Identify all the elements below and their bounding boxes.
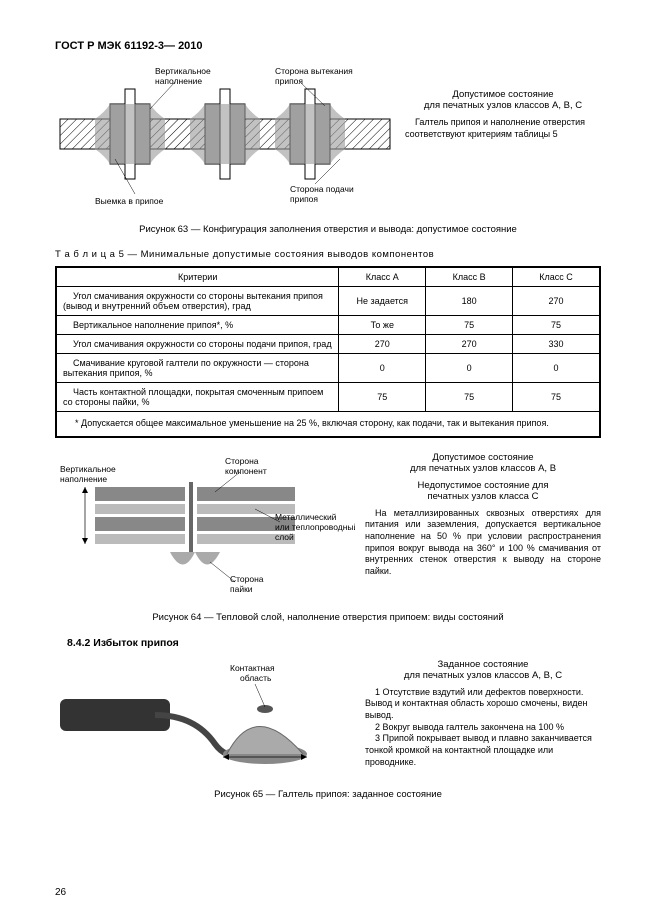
figure-64-text: Допустимое состояние для печатных узлов … — [365, 452, 601, 602]
cell-crit: Смачивание круговой галтели по окружност… — [57, 354, 339, 383]
svg-text:наполнение: наполнение — [60, 474, 107, 484]
cell-b: 75 — [426, 316, 513, 335]
th-class-a: Класс А — [339, 268, 426, 287]
fig64-state-title2: Недопустимое состояние для печатных узло… — [365, 480, 601, 502]
table-footnote: * Допускается общее максимальное уменьше… — [57, 412, 600, 437]
cell-c: 75 — [513, 383, 600, 412]
page: ГОСТ Р МЭК 61192-3— 2010 — [0, 0, 646, 913]
cell-a: Не задается — [339, 287, 426, 316]
svg-text:или теплопроводный: или теплопроводный — [275, 522, 355, 532]
fig65-note3: 3 Припой покрывает вывод и плавно заканч… — [365, 733, 601, 768]
fig65-note1: 1 Отсутствие вздутий или дефектов поверх… — [365, 687, 601, 722]
cell-a: 75 — [339, 383, 426, 412]
fig65-state-title-text: Заданное состояние для печатных узлов кл… — [404, 659, 562, 681]
svg-text:компонент: компонент — [225, 466, 267, 476]
cell-c: 75 — [513, 316, 600, 335]
table5-caption: Т а б л и ц а 5 — Минимальные допустимые… — [55, 249, 601, 260]
table5: Критерии Класс А Класс В Класс С Угол см… — [55, 266, 601, 438]
svg-text:Сторона вытекания: Сторона вытекания — [275, 66, 353, 76]
svg-text:Сторона: Сторона — [230, 574, 264, 584]
table-row: Смачивание круговой галтели по окружност… — [57, 354, 600, 383]
cell-crit: Часть контактной площадки, покрытая смоч… — [57, 383, 339, 412]
svg-text:область: область — [240, 673, 272, 683]
th-class-c: Класс С — [513, 268, 600, 287]
table-header-row: Критерии Класс А Класс В Класс С — [57, 268, 600, 287]
svg-text:Вертикальное: Вертикальное — [155, 66, 211, 76]
cell-c: 0 — [513, 354, 600, 383]
svg-text:Вертикальное: Вертикальное — [60, 464, 116, 474]
svg-text:Сторона подачи: Сторона подачи — [290, 184, 354, 194]
fig64-state-title1-text: Допустимое состояние для печатных узлов … — [410, 452, 556, 474]
fig65-note2: 2 Вокруг вывода галтель закончена на 100… — [365, 722, 601, 734]
fig64-state-title1: Допустимое состояние для печатных узлов … — [365, 452, 601, 474]
svg-text:Выемка в припое: Выемка в припое — [95, 196, 164, 206]
svg-text:слой: слой — [275, 532, 294, 542]
cell-b: 270 — [426, 335, 513, 354]
svg-text:припоя: припоя — [290, 194, 318, 204]
cell-a: 270 — [339, 335, 426, 354]
table-row: Часть контактной площадки, покрытая смоч… — [57, 383, 600, 412]
fig64-note: На металлизированных сквозных отверстиях… — [365, 508, 601, 578]
th-class-b: Класс В — [426, 268, 513, 287]
cell-b: 180 — [426, 287, 513, 316]
cell-crit: Вертикальное наполнение припоя*, % — [57, 316, 339, 335]
cell-c: 270 — [513, 287, 600, 316]
svg-text:припоя: припоя — [275, 76, 303, 86]
figure-65-caption: Рисунок 65 — Галтель припоя: заданное со… — [55, 789, 601, 800]
figure-64-block: Вертикальное наполнение Сторона компонен… — [55, 452, 601, 602]
table-row: Вертикальное наполнение припоя*, % То же… — [57, 316, 600, 335]
figure-65-text: Заданное состояние для печатных узлов кл… — [365, 659, 601, 779]
fig64-state-title2-text: Недопустимое состояние для печатных узло… — [418, 480, 549, 502]
cell-a: То же — [339, 316, 426, 335]
svg-text:Сторона: Сторона — [225, 456, 259, 466]
cell-crit: Угол смачивания окружности со стороны вы… — [57, 287, 339, 316]
svg-text:пайки: пайки — [230, 584, 253, 594]
cell-a: 0 — [339, 354, 426, 383]
section-8-4-2: 8.4.2 Избыток припоя — [67, 637, 601, 649]
fig63-state-title-text: Допустимое состояние для печатных узлов … — [424, 89, 582, 111]
figure-63-block: Вертикальное наполнение Сторона вытекани… — [55, 64, 601, 214]
fig63-note: Галтель припоя и наполнение отверстия со… — [405, 117, 601, 140]
table-row: Угол смачивания окружности со стороны вы… — [57, 287, 600, 316]
table-footnote-row: * Допускается общее максимальное уменьше… — [57, 412, 600, 437]
svg-text:Металлический: Металлический — [275, 512, 337, 522]
svg-text:Контактная: Контактная — [230, 663, 275, 673]
fig65-state-title: Заданное состояние для печатных узлов кл… — [365, 659, 601, 681]
page-number: 26 — [55, 887, 66, 898]
figure-63-diagram: Вертикальное наполнение Сторона вытекани… — [55, 64, 395, 214]
figure-64-caption: Рисунок 64 — Тепловой слой, наполнение о… — [55, 612, 601, 623]
figure-63-caption: Рисунок 63 — Конфигурация заполнения отв… — [55, 224, 601, 235]
cell-b: 75 — [426, 383, 513, 412]
svg-text:наполнение: наполнение — [155, 76, 202, 86]
th-criteria: Критерии — [57, 268, 339, 287]
document-header: ГОСТ Р МЭК 61192-3— 2010 — [55, 40, 601, 52]
figure-64-diagram: Вертикальное наполнение Сторона компонен… — [55, 452, 355, 602]
cell-b: 0 — [426, 354, 513, 383]
table-row: Угол смачивания окружности со стороны по… — [57, 335, 600, 354]
figure-65-block: Контактная область Заданное состояние дл… — [55, 659, 601, 779]
cell-crit: Угол смачивания окружности со стороны по… — [57, 335, 339, 354]
cell-c: 330 — [513, 335, 600, 354]
figure-63-text: Допустимое состояние для печатных узлов … — [405, 64, 601, 214]
fig63-state-title: Допустимое состояние для печатных узлов … — [405, 89, 601, 111]
figure-65-diagram: Контактная область — [55, 659, 355, 779]
